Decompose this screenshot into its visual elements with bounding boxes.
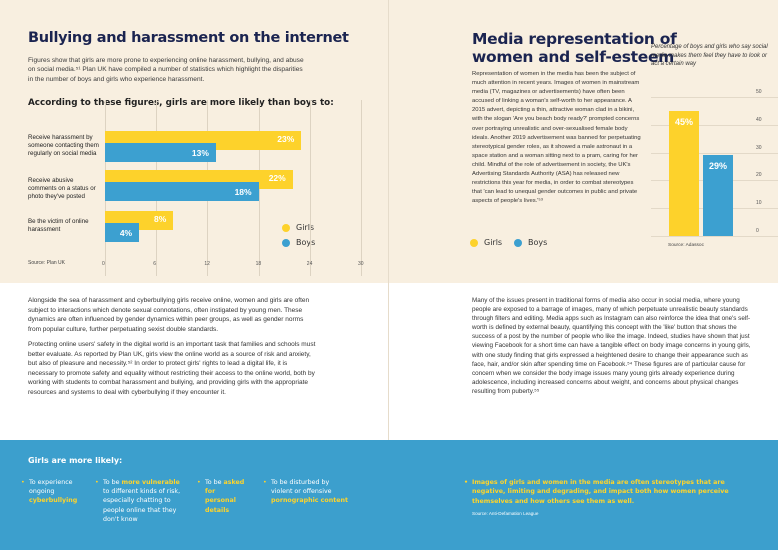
gridline xyxy=(309,100,311,276)
x-tick-label: 0 xyxy=(102,261,105,267)
legend-boys: Boys xyxy=(282,238,315,247)
x-tick-label: 24 xyxy=(306,261,313,267)
category-label: Be the victim of online harassment xyxy=(28,218,89,233)
paragraph: Protecting online users' safety in the d… xyxy=(28,341,316,396)
page-divider xyxy=(388,0,389,440)
legend-label: Boys xyxy=(296,238,316,247)
gridline xyxy=(361,100,362,276)
boys-dot-icon xyxy=(514,238,522,247)
legend-label: Boys xyxy=(528,238,548,247)
band-quote: • Images of girls and women in the media … xyxy=(464,479,729,505)
x-tick-label: 30 xyxy=(358,261,364,267)
girls-dot-icon xyxy=(470,238,478,247)
boys-bar: 18% xyxy=(105,182,259,201)
quote-source: Source: Anti-Defamation League xyxy=(472,511,539,516)
y-tick-label: 30 xyxy=(756,144,762,151)
boys-bar: 4% xyxy=(105,223,140,242)
legend-girls: Girls xyxy=(470,238,502,247)
y-tick-label: 0 xyxy=(756,228,759,234)
band-item: • To be disturbed by violent or offensive… xyxy=(263,479,348,505)
gridline xyxy=(651,236,778,237)
y-tick-label: 20 xyxy=(756,172,762,179)
item-text: To be disturbed by violent or offensive xyxy=(271,479,332,496)
legend-label: Girls xyxy=(484,238,503,247)
x-tick-label: 18 xyxy=(255,261,262,267)
intro-text: Figures show that girls are more prone t… xyxy=(28,57,304,83)
x-tick-label: 12 xyxy=(204,261,210,267)
gridline xyxy=(651,124,778,126)
band-heading: Girls are more likely: xyxy=(28,456,123,465)
legend-girls: Girls xyxy=(282,223,314,232)
paragraph: Many of the issues present in traditiona… xyxy=(472,297,751,395)
boys-bar: 13% xyxy=(105,143,216,162)
x-tick-label: 6 xyxy=(153,261,156,267)
item-highlight: asked for personal details xyxy=(205,479,245,514)
highlight-band xyxy=(0,440,778,550)
boys-bar: 29% xyxy=(703,155,733,236)
title-line: women and self-esteem xyxy=(472,48,675,66)
boys-dot-icon xyxy=(282,238,290,247)
band-item: • To experience ongoing cyberbullying xyxy=(21,479,78,505)
y-tick-label: 10 xyxy=(756,200,762,207)
item-text: To experience ongoing xyxy=(29,479,73,496)
item-text: To be xyxy=(205,479,224,486)
category-label: Receive abusive comments on a status or … xyxy=(28,177,96,200)
item-highlight: more vulnerable xyxy=(121,479,180,486)
chart-title: Percentage of boys and girls who say soc… xyxy=(651,44,768,68)
quote-text: Images of girls and women in the media a… xyxy=(472,479,729,505)
legend-boys: Boys xyxy=(514,238,547,247)
band-item: • To be asked for personal details xyxy=(197,479,245,514)
paragraph: Alongside the sea of harassment and cybe… xyxy=(28,297,310,333)
intro-text: Representation of women in the media has… xyxy=(472,71,641,205)
band-item: • To be more vulnerable to different kind… xyxy=(95,479,181,523)
girls-dot-icon xyxy=(282,223,290,232)
page-title: Bullying and harassment on the internet xyxy=(28,30,349,46)
y-tick-label: 50 xyxy=(756,89,762,95)
legend-label: Girls xyxy=(296,223,315,232)
item-text: To be xyxy=(103,479,122,486)
y-tick-label: 40 xyxy=(756,116,762,123)
item-text: to different kinds of risk, especially c… xyxy=(103,488,181,523)
item-highlight: pornographic content xyxy=(271,497,348,505)
chart-source: Source: Adassoc xyxy=(668,243,704,248)
girls-bar: 45% xyxy=(669,110,699,236)
page-title: Media representation of women and self-es… xyxy=(472,30,677,66)
gridline xyxy=(651,152,778,154)
chart-source: Source: Plan UK xyxy=(28,260,65,266)
gridline xyxy=(651,97,778,98)
category-label: Receive harassment by someone contacting… xyxy=(28,134,99,157)
chart-subtitle: According to these figures, girls are mo… xyxy=(28,98,334,108)
item-highlight: cyberbullying xyxy=(29,497,78,505)
title-line: Media representation of xyxy=(472,30,677,48)
